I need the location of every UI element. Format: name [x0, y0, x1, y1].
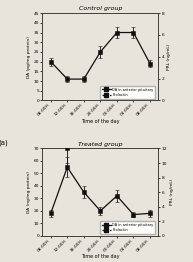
- Text: (a): (a): [0, 140, 8, 146]
- Y-axis label: DA (ng/mg protein): DA (ng/mg protein): [27, 171, 31, 213]
- Y-axis label: DA (pg/mg protein): DA (pg/mg protein): [27, 36, 31, 78]
- Title: Treated group: Treated group: [78, 142, 123, 147]
- Y-axis label: PRL (ng/mL): PRL (ng/mL): [170, 179, 174, 205]
- Y-axis label: PRL (ng/mL): PRL (ng/mL): [167, 43, 171, 70]
- X-axis label: Time of the day: Time of the day: [81, 254, 120, 259]
- Legend: DA in anterior pituitary, Prolactin: DA in anterior pituitary, Prolactin: [100, 86, 155, 99]
- Legend: DA in anterior pituitary, Prolactin: DA in anterior pituitary, Prolactin: [100, 221, 155, 234]
- Title: Control group: Control group: [79, 6, 122, 11]
- X-axis label: Time of the day: Time of the day: [81, 119, 120, 124]
